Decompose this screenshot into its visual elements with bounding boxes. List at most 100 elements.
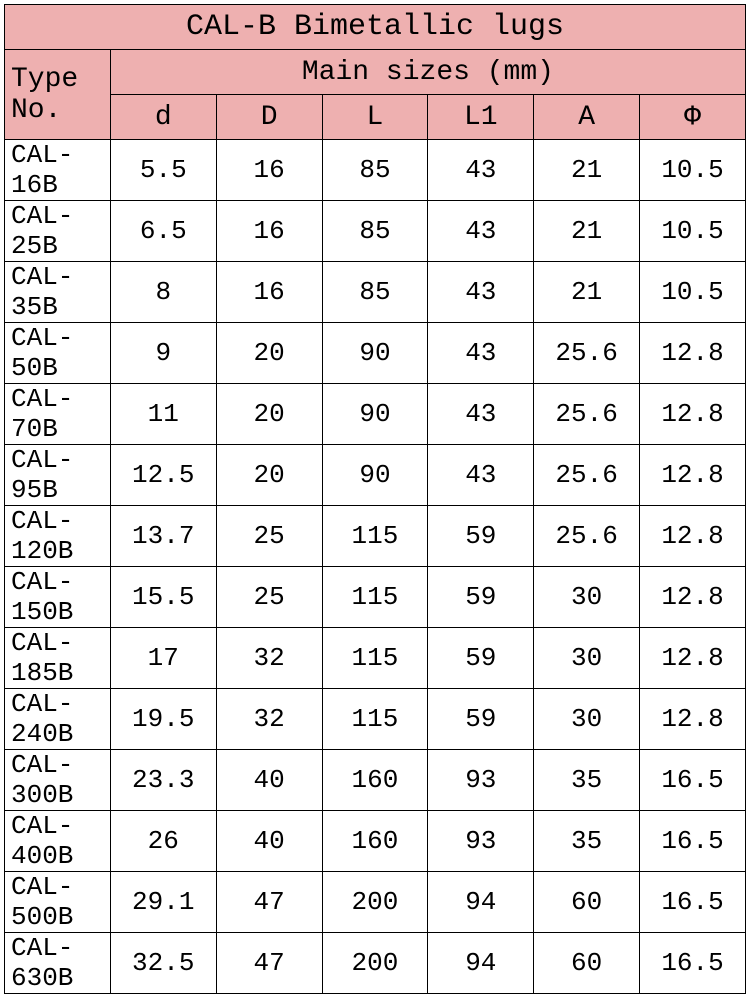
cell-d: 6.5 — [110, 201, 216, 262]
cell-D: 25 — [216, 567, 322, 628]
cell-type: CAL-50B — [5, 323, 111, 384]
cell-Phi: 10.5 — [640, 140, 746, 201]
cell-Phi: 16.5 — [640, 872, 746, 933]
table-row: CAL-120B13.7251155925.612.8 — [5, 506, 746, 567]
cell-Phi: 12.8 — [640, 384, 746, 445]
cell-d: 23.3 — [110, 750, 216, 811]
cell-type: CAL-95B — [5, 445, 111, 506]
cell-D: 16 — [216, 140, 322, 201]
cell-A: 35 — [534, 811, 640, 872]
cell-A: 60 — [534, 933, 640, 994]
cell-type: CAL-240B — [5, 689, 111, 750]
cell-d: 26 — [110, 811, 216, 872]
cell-D: 16 — [216, 201, 322, 262]
cell-L: 85 — [322, 140, 428, 201]
cell-D: 32 — [216, 628, 322, 689]
cell-L1: 43 — [428, 201, 534, 262]
table-row: CAL-50B920904325.612.8 — [5, 323, 746, 384]
header-A: A — [534, 95, 640, 140]
lugs-table-container: CAL-B Bimetallic lugs Type No. Main size… — [0, 0, 750, 752]
header-main-sizes: Main sizes (mm) — [110, 50, 745, 95]
cell-Phi: 16.5 — [640, 750, 746, 811]
cell-A: 30 — [534, 628, 640, 689]
cell-A: 21 — [534, 140, 640, 201]
cell-d: 19.5 — [110, 689, 216, 750]
cell-L: 90 — [322, 445, 428, 506]
cell-L1: 43 — [428, 262, 534, 323]
cell-L1: 43 — [428, 384, 534, 445]
cell-type: CAL-16B — [5, 140, 111, 201]
cell-Phi: 16.5 — [640, 933, 746, 994]
cell-L1: 59 — [428, 628, 534, 689]
cell-A: 35 — [534, 750, 640, 811]
table-row: CAL-400B2640160933516.5 — [5, 811, 746, 872]
cell-L1: 59 — [428, 689, 534, 750]
cell-d: 11 — [110, 384, 216, 445]
cell-L: 90 — [322, 384, 428, 445]
cell-L: 200 — [322, 872, 428, 933]
cell-Phi: 10.5 — [640, 262, 746, 323]
cell-L: 115 — [322, 567, 428, 628]
header-type-no: Type No. — [5, 50, 111, 140]
table-row: CAL-630B32.547200946016.5 — [5, 933, 746, 994]
table-row: CAL-300B23.340160933516.5 — [5, 750, 746, 811]
cell-type: CAL-500B — [5, 872, 111, 933]
cell-A: 25.6 — [534, 445, 640, 506]
cell-Phi: 12.8 — [640, 445, 746, 506]
cell-L: 200 — [322, 933, 428, 994]
cell-D: 32 — [216, 689, 322, 750]
cell-L1: 43 — [428, 323, 534, 384]
header-d: d — [110, 95, 216, 140]
cell-d: 15.5 — [110, 567, 216, 628]
cell-L: 90 — [322, 323, 428, 384]
table-row: CAL-16B5.51685432110.5 — [5, 140, 746, 201]
cell-type: CAL-150B — [5, 567, 111, 628]
table-title: CAL-B Bimetallic lugs — [5, 5, 746, 50]
header-L: L — [322, 95, 428, 140]
cell-A: 30 — [534, 567, 640, 628]
cell-d: 13.7 — [110, 506, 216, 567]
cell-D: 40 — [216, 750, 322, 811]
cell-type: CAL-300B — [5, 750, 111, 811]
cell-A: 25.6 — [534, 323, 640, 384]
header-D: D — [216, 95, 322, 140]
cell-L1: 93 — [428, 811, 534, 872]
cell-L1: 43 — [428, 445, 534, 506]
cell-L: 115 — [322, 689, 428, 750]
table-row: CAL-240B19.532115593012.8 — [5, 689, 746, 750]
cell-d: 17 — [110, 628, 216, 689]
table-row: CAL-35B81685432110.5 — [5, 262, 746, 323]
cell-A: 21 — [534, 262, 640, 323]
lugs-table: CAL-B Bimetallic lugs Type No. Main size… — [4, 4, 746, 994]
cell-type: CAL-120B — [5, 506, 111, 567]
table-row: CAL-25B6.51685432110.5 — [5, 201, 746, 262]
cell-D: 47 — [216, 933, 322, 994]
cell-type: CAL-630B — [5, 933, 111, 994]
cell-L: 85 — [322, 262, 428, 323]
cell-D: 20 — [216, 445, 322, 506]
table-row: CAL-500B29.147200946016.5 — [5, 872, 746, 933]
cell-L: 115 — [322, 506, 428, 567]
cell-A: 60 — [534, 872, 640, 933]
cell-L1: 43 — [428, 140, 534, 201]
cell-A: 21 — [534, 201, 640, 262]
cell-A: 30 — [534, 689, 640, 750]
table-row: CAL-70B1120904325.612.8 — [5, 384, 746, 445]
cell-L: 160 — [322, 750, 428, 811]
cell-Phi: 12.8 — [640, 628, 746, 689]
cell-type: CAL-25B — [5, 201, 111, 262]
cell-L: 160 — [322, 811, 428, 872]
cell-Phi: 16.5 — [640, 811, 746, 872]
cell-type: CAL-35B — [5, 262, 111, 323]
cell-Phi: 12.8 — [640, 567, 746, 628]
cell-D: 47 — [216, 872, 322, 933]
cell-L1: 93 — [428, 750, 534, 811]
cell-D: 20 — [216, 323, 322, 384]
cell-Phi: 12.8 — [640, 506, 746, 567]
cell-d: 9 — [110, 323, 216, 384]
cell-type: CAL-185B — [5, 628, 111, 689]
header-Phi: Φ — [640, 95, 746, 140]
cell-L1: 94 — [428, 933, 534, 994]
cell-L1: 94 — [428, 872, 534, 933]
cell-type: CAL-400B — [5, 811, 111, 872]
